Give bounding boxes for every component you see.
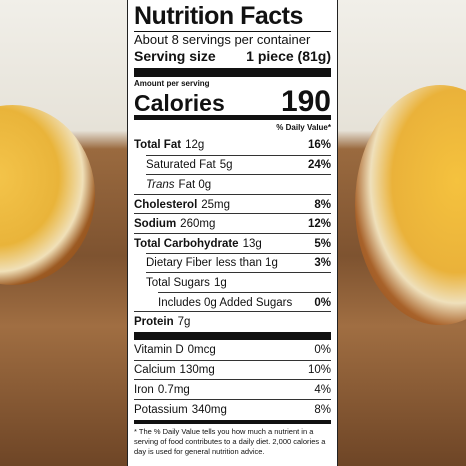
nutrient-name: Total Carbohydrate — [134, 237, 239, 250]
nutrient-row: Total Carbohydrate 13g 5% — [134, 233, 331, 254]
serving-size-value: 1 piece (81g) — [246, 48, 331, 64]
nutrient-name: Dietary Fiber — [146, 257, 212, 270]
nutrition-label: Nutrition Facts About 8 servings per con… — [127, 0, 338, 466]
medium-rule — [134, 420, 331, 424]
nutrient-amount: 0mcg — [187, 343, 216, 356]
nutrient-amount: 7g — [177, 316, 191, 329]
nutrient-name: Cholesterol — [134, 198, 198, 211]
nutrient-row: Cholesterol 25mg 8% — [134, 193, 331, 215]
nutrient-name: Saturated Fat — [146, 159, 216, 172]
nutrient-name: Total Fat — [134, 138, 182, 151]
daily-value: 5% — [314, 237, 331, 250]
daily-value: 4% — [314, 383, 331, 396]
nutrient-amount: 260mg — [180, 218, 216, 231]
nutrient-amount: 0.7mg — [157, 383, 190, 396]
nutrient-amount: 130mg — [179, 364, 215, 377]
thick-rule — [134, 332, 331, 340]
nutrient-row: Vitamin D 0mcg 0% — [134, 340, 331, 360]
serving-size-label: Serving size — [134, 48, 216, 64]
thick-rule — [134, 68, 331, 77]
nutrient-amount: less than 1g — [215, 257, 278, 270]
nutrient-amount: 13g — [242, 237, 262, 250]
nutrient-amount: 5g — [219, 159, 233, 172]
daily-value: 0% — [314, 343, 331, 356]
title: Nutrition Facts — [134, 2, 303, 30]
bread-right — [355, 85, 466, 325]
nutrient-row: Iron 0.7mg 4% — [134, 379, 331, 400]
nutrient-name: Potassium — [134, 403, 188, 416]
footnote: * The % Daily Value tells you how much a… — [134, 427, 326, 456]
daily-value-header: % Daily Value* — [276, 123, 331, 132]
nutrient-name: Iron — [134, 383, 154, 396]
nutrient-row: Includes 0g Added Sugars 0% — [158, 291, 331, 313]
nutrient-amount: Fat 0g — [178, 178, 212, 191]
daily-value: 8% — [314, 198, 331, 211]
nutrient-row: Calcium 130mg 10% — [134, 359, 331, 381]
nutrient-row: Protein 7g — [134, 311, 331, 332]
nutrient-name: Calcium — [134, 364, 176, 377]
amount-per-serving: Amount per serving — [134, 79, 210, 88]
nutrient-name: Sodium — [134, 218, 177, 231]
daily-value: 3% — [314, 257, 331, 270]
nutrient-amount: 1g — [213, 276, 227, 289]
nutrient-name: Total Sugars — [146, 276, 210, 289]
calories-value: 190 — [280, 85, 331, 118]
calories: Calories 190 — [134, 85, 331, 119]
nutrient-row: Potassium 340mg 8% — [134, 398, 331, 420]
rule — [134, 31, 331, 32]
medium-rule — [134, 115, 331, 120]
nutrient-amount: 12g — [185, 138, 205, 151]
nutrient-name: Protein — [134, 316, 174, 329]
calories-label: Calories — [134, 90, 225, 116]
nutrient-row: Total Fat 12g 16% — [134, 135, 331, 155]
servings: About 8 servings per container — [134, 32, 311, 47]
daily-value: 12% — [307, 218, 331, 231]
nutrient-name: Trans — [146, 178, 175, 191]
bread-left — [0, 105, 95, 285]
nutrient-name: Includes 0g Added Sugars — [158, 296, 293, 309]
nutrient-row: Dietary Fiber less than 1g 3% — [146, 252, 331, 274]
nutrient-amount: 25mg — [201, 198, 231, 211]
nutrient-amount: 340mg — [191, 403, 227, 416]
nutrient-row: Trans Fat 0g — [146, 174, 331, 195]
daily-value: 16% — [307, 138, 331, 151]
nutrient-row: Sodium 260mg 12% — [134, 213, 331, 234]
daily-value: 24% — [307, 159, 331, 172]
daily-value: 10% — [307, 364, 331, 377]
serving-size: Serving size 1 piece (81g) — [134, 48, 331, 64]
daily-value: 8% — [314, 403, 331, 416]
nutrient-row: Saturated Fat 5g 24% — [146, 154, 331, 176]
daily-value: 0% — [314, 296, 331, 309]
nutrient-name: Vitamin D — [134, 343, 184, 356]
nutrient-row: Total Sugars 1g — [146, 272, 331, 293]
